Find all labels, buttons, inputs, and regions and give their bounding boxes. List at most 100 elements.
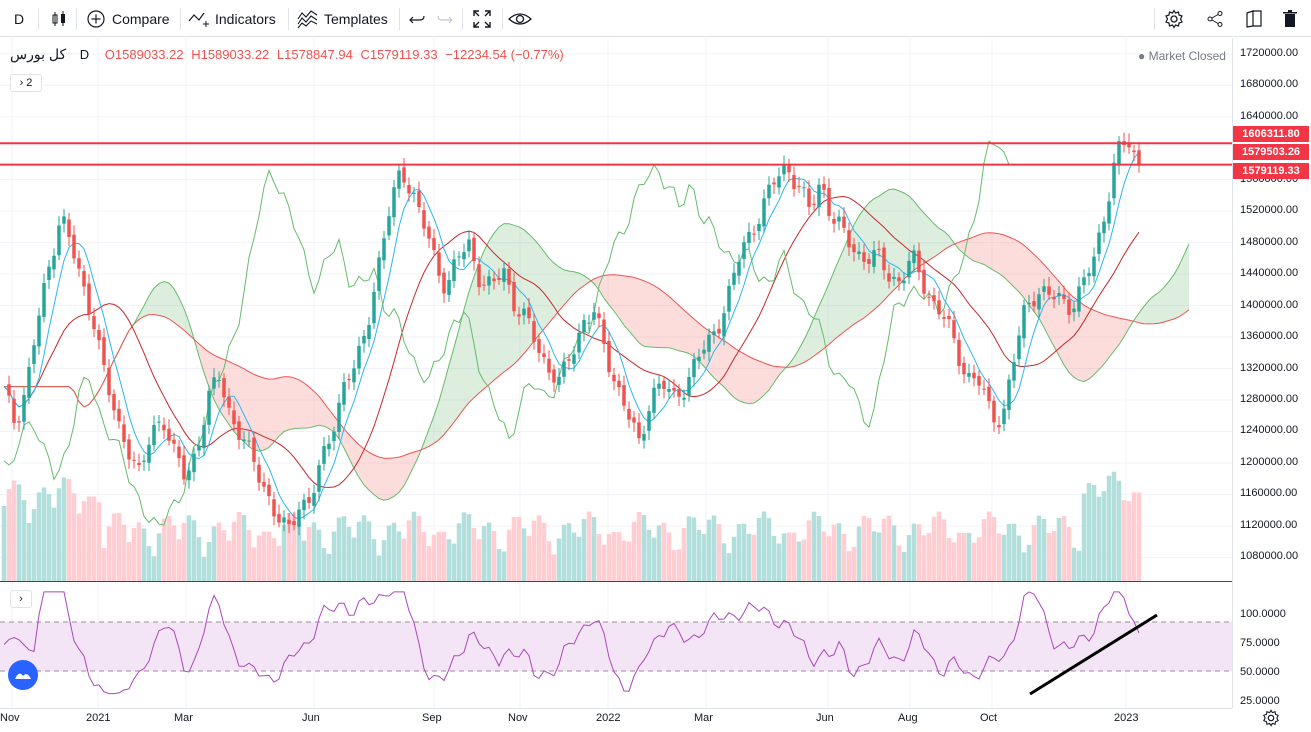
toolbar-divider xyxy=(462,8,463,30)
volume-bar xyxy=(26,522,32,581)
status-dot-icon: ● xyxy=(1138,49,1146,63)
horizontal-lines[interactable] xyxy=(0,142,1232,166)
cloud-segment xyxy=(684,310,689,354)
interval-label: D xyxy=(14,10,25,27)
candle-body xyxy=(897,277,901,282)
candle-body xyxy=(662,380,666,389)
tradingview-logo[interactable] xyxy=(8,660,38,690)
compare-label: Compare xyxy=(112,10,170,27)
cloud-segment xyxy=(799,340,804,365)
book-icon xyxy=(1246,9,1262,28)
candle-body xyxy=(502,268,506,282)
chart-type-button[interactable] xyxy=(50,0,68,37)
cloud-segment xyxy=(1074,297,1079,381)
candle-body xyxy=(7,384,11,396)
volume-bar xyxy=(321,548,327,581)
volume-bar xyxy=(721,543,727,581)
settings-button[interactable] xyxy=(1164,0,1184,37)
candle-body xyxy=(522,308,526,316)
snapshot-button[interactable] xyxy=(1244,0,1264,37)
undo-button[interactable] xyxy=(408,0,426,37)
cloud-segment xyxy=(544,251,549,329)
price-tick: 1280000.00 xyxy=(1240,393,1299,405)
volume-bar xyxy=(631,521,637,581)
volume-bar xyxy=(951,542,957,581)
eye-button[interactable] xyxy=(508,0,532,37)
volume-bar xyxy=(146,546,152,581)
volume-bar xyxy=(341,516,347,581)
interval-button[interactable]: D xyxy=(14,0,24,37)
candle-body xyxy=(702,349,706,354)
candle-body xyxy=(962,362,966,375)
volume-bar xyxy=(151,556,157,581)
time-label: Aug xyxy=(898,712,918,724)
volume-bar xyxy=(1021,552,1027,581)
cloud-segment xyxy=(1024,245,1029,305)
candle-body xyxy=(652,387,656,413)
candle-body xyxy=(192,453,196,473)
candle-body xyxy=(987,386,991,402)
volume-bar xyxy=(76,513,82,581)
volume-bar xyxy=(6,489,12,581)
cloud-segment xyxy=(259,376,264,451)
candle-body xyxy=(242,439,246,442)
cloud-segment xyxy=(904,193,909,280)
cloud-segment xyxy=(384,458,389,501)
volume-bar xyxy=(836,523,842,581)
volume-bar xyxy=(261,531,267,581)
volume-bar xyxy=(211,526,217,581)
rsi-tick: 25.0000 xyxy=(1240,695,1280,707)
candle-body xyxy=(537,339,541,353)
axis-settings-button[interactable] xyxy=(1262,709,1280,732)
cloud-segment xyxy=(619,275,624,326)
market-status-label: Market Closed xyxy=(1148,49,1226,63)
indicators-toggle[interactable]: › 2 xyxy=(10,74,42,92)
price-chart[interactable] xyxy=(0,38,1232,581)
time-label: Jun xyxy=(816,712,834,724)
cloud-segment xyxy=(1114,316,1119,352)
templates-button[interactable]: Templates xyxy=(297,0,388,37)
fullscreen-button[interactable] xyxy=(472,0,492,37)
volume-bar xyxy=(646,529,652,581)
candle-body xyxy=(722,313,726,337)
redo-button[interactable] xyxy=(436,0,454,37)
compare-button[interactable]: Compare xyxy=(86,0,170,37)
candle-body xyxy=(1062,294,1066,299)
cloud-segment xyxy=(489,233,494,385)
candle-body xyxy=(657,383,661,389)
volume-bar xyxy=(416,515,422,581)
candle-body xyxy=(672,387,676,391)
time-axis[interactable]: Nov 2021 Mar Jun Sep Nov 2022 Mar Jun Au… xyxy=(0,708,1232,730)
share-button[interactable] xyxy=(1206,0,1224,37)
candle-body xyxy=(307,497,311,503)
candle-body xyxy=(402,167,406,183)
indicators-button[interactable]: Indicators xyxy=(188,0,276,37)
volume-bar xyxy=(401,538,407,581)
cloud-segment xyxy=(939,228,944,254)
volume-bar xyxy=(936,511,942,581)
trend-line-drawing[interactable] xyxy=(1029,613,1158,696)
candle-body xyxy=(792,174,796,189)
volume-bar xyxy=(371,539,377,581)
cloud-segment xyxy=(164,281,169,319)
rsi-collapse-toggle[interactable]: › xyxy=(10,590,32,608)
rsi-band xyxy=(0,622,1232,671)
toolbar-divider xyxy=(288,8,289,30)
rsi-pane[interactable] xyxy=(0,582,1232,708)
symbol-name[interactable]: کل بورس xyxy=(10,46,67,62)
cloud-segment xyxy=(514,225,519,365)
candle-body xyxy=(237,421,241,440)
candle-body xyxy=(937,300,941,315)
volume-bar xyxy=(526,535,532,581)
volume-bar xyxy=(851,547,857,581)
volume-bar xyxy=(1071,547,1077,581)
candle-body xyxy=(37,315,41,347)
candle-body xyxy=(547,358,551,373)
volume-bar xyxy=(346,526,352,581)
cloud-segment xyxy=(1104,314,1109,365)
candle-body xyxy=(627,408,631,420)
price-axis[interactable] xyxy=(1232,38,1311,708)
delete-button[interactable] xyxy=(1282,0,1298,37)
volume-bar xyxy=(776,543,782,581)
pane-separator[interactable] xyxy=(0,581,1232,582)
